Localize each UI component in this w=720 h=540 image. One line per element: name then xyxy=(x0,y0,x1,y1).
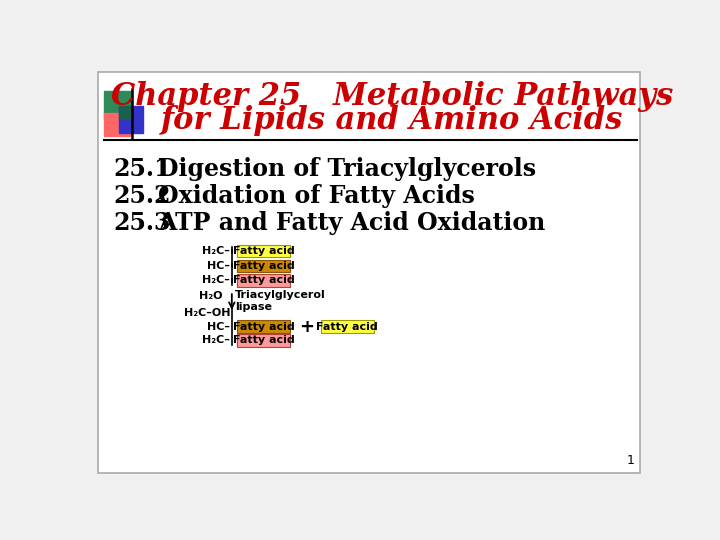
Text: H₂C–: H₂C– xyxy=(202,246,230,256)
Text: Fatty acid: Fatty acid xyxy=(316,322,378,332)
Text: Oxidation of Fatty Acids: Oxidation of Fatty Acids xyxy=(158,184,475,208)
Text: 25.3: 25.3 xyxy=(113,211,171,235)
Bar xyxy=(104,113,132,137)
Text: +: + xyxy=(300,318,315,335)
Bar xyxy=(120,106,143,132)
Text: for Lipids and Amino Acids: for Lipids and Amino Acids xyxy=(161,105,624,136)
Text: Chapter 25   Metabolic Pathways: Chapter 25 Metabolic Pathways xyxy=(111,81,673,112)
Text: Fatty acid: Fatty acid xyxy=(233,261,294,271)
Text: HC–: HC– xyxy=(207,261,230,271)
Text: H₂C–: H₂C– xyxy=(202,335,230,346)
Bar xyxy=(238,320,290,333)
Text: 1: 1 xyxy=(626,454,634,467)
Text: Digestion of Triacylglycerols: Digestion of Triacylglycerols xyxy=(158,157,536,181)
Text: 25.2: 25.2 xyxy=(113,184,171,208)
Text: Fatty acid: Fatty acid xyxy=(233,246,294,256)
Text: Fatty acid: Fatty acid xyxy=(233,335,294,346)
Text: H₂C–: H₂C– xyxy=(202,275,230,286)
Text: Triacylglycerol
lipase: Triacylglycerol lipase xyxy=(235,291,325,312)
Bar xyxy=(238,245,290,257)
Bar xyxy=(104,91,132,119)
Text: Fatty acid: Fatty acid xyxy=(233,275,294,286)
Bar xyxy=(120,106,132,119)
Text: HC–: HC– xyxy=(207,322,230,332)
Text: H₂C–OH: H₂C–OH xyxy=(184,308,230,318)
Text: H₂O: H₂O xyxy=(199,291,222,301)
Bar xyxy=(238,260,290,272)
Text: ATP and Fatty Acid Oxidation: ATP and Fatty Acid Oxidation xyxy=(158,211,546,235)
Bar xyxy=(238,274,290,287)
Bar xyxy=(238,334,290,347)
Text: 25.1: 25.1 xyxy=(113,157,171,181)
Bar xyxy=(321,320,374,333)
Text: Fatty acid: Fatty acid xyxy=(233,322,294,332)
